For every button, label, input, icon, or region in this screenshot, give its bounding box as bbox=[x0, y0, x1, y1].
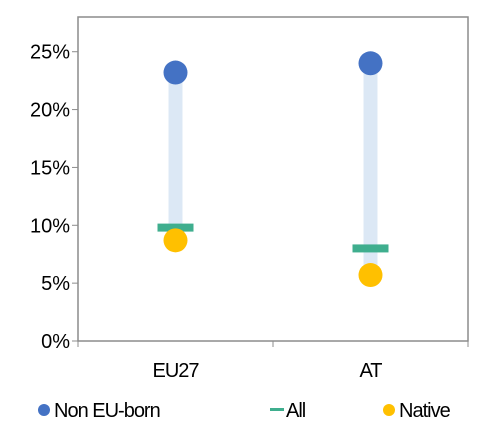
y-tick-label: 15% bbox=[30, 157, 70, 179]
marker-non-eu-born bbox=[163, 60, 188, 85]
marker-all bbox=[157, 223, 194, 232]
y-tick-label: 10% bbox=[30, 215, 70, 237]
legend: Non EU-born All Native bbox=[38, 400, 452, 422]
legend-marker bbox=[38, 404, 50, 416]
range-bar bbox=[363, 63, 378, 276]
y-tick-label: 25% bbox=[30, 42, 70, 64]
x-axis: EU27 AT bbox=[77, 341, 469, 382]
marker-all bbox=[352, 244, 389, 253]
data-markers bbox=[157, 51, 389, 288]
legend-marker bbox=[270, 408, 284, 411]
x-tick-label: EU27 bbox=[152, 360, 199, 382]
range-bars bbox=[168, 63, 378, 276]
x-tick-label: AT bbox=[359, 360, 382, 382]
plot-area-border bbox=[77, 16, 469, 342]
y-axis: 0% 5% 10% 15% 20% 25% bbox=[30, 42, 78, 353]
marker-native bbox=[163, 228, 188, 253]
legend-label: Native bbox=[399, 400, 451, 422]
legend-label: All bbox=[286, 400, 306, 422]
legend-label: Non EU-born bbox=[54, 400, 160, 422]
marker-native bbox=[358, 263, 383, 288]
y-tick-label: 0% bbox=[41, 331, 70, 353]
marker-non-eu-born bbox=[358, 51, 383, 76]
y-tick-label: 20% bbox=[30, 100, 70, 122]
legend-marker bbox=[383, 404, 395, 416]
range-bar bbox=[168, 72, 183, 241]
y-tick-label: 5% bbox=[41, 273, 70, 295]
